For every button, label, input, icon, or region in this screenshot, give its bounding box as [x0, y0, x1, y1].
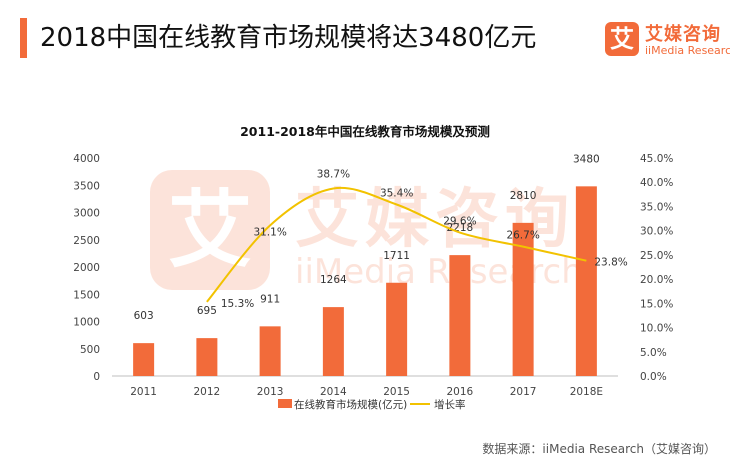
bar-2014 [322, 307, 344, 376]
bar-value-label: 3480 [573, 153, 600, 165]
x-tick-label: 2018E [570, 386, 603, 398]
legend-line-label: 增长率 [434, 398, 466, 411]
growth-rate-label: 26.7% [506, 230, 539, 242]
y-right-tick-label: 35.0% [640, 201, 673, 213]
y-left-tick-label: 500 [80, 344, 100, 356]
y-right-tick-label: 25.0% [640, 250, 673, 262]
x-tick-label: 2011 [130, 386, 157, 398]
growth-rate-label: 35.4% [380, 188, 413, 200]
growth-rate-label: 38.7% [317, 169, 350, 181]
y-right-tick-label: 20.0% [640, 274, 673, 286]
y-left-tick-label: 3000 [73, 208, 100, 220]
page-title: 2018中国在线教育市场规模将达3480亿元 [40, 23, 537, 53]
bar-2012 [196, 338, 218, 376]
x-tick-label: 2014 [320, 386, 347, 398]
brand-logo: 艾 艾媒咨询 iiMedia Research [605, 18, 730, 64]
bar-2013 [259, 326, 281, 376]
growth-rate-line [206, 186, 587, 303]
growth-rate-label: 23.8% [594, 257, 627, 269]
chart-title: 2011-2018年中国在线教育市场规模及预测 [240, 124, 490, 139]
growth-rate-label: 29.6% [443, 216, 476, 228]
y-right-tick-label: 10.0% [640, 323, 673, 335]
bar-value-label: 1711 [383, 250, 410, 262]
logo-mark-icon: 艾 [605, 22, 639, 56]
legend-bar-swatch [278, 399, 292, 408]
y-left-tick-label: 1500 [73, 289, 100, 301]
x-tick-label: 2016 [447, 386, 474, 398]
bar-value-label: 695 [197, 305, 217, 317]
bar-value-label: 1264 [320, 274, 347, 286]
x-tick-label: 2017 [510, 386, 537, 398]
y-left-tick-label: 2000 [73, 262, 100, 274]
x-tick-label: 2015 [383, 386, 410, 398]
bar-2018E [575, 186, 597, 376]
y-right-tick-label: 30.0% [640, 226, 673, 238]
x-tick-label: 2012 [194, 386, 221, 398]
y-right-tick-label: 45.0% [640, 153, 673, 165]
y-right-tick-label: 5.0% [640, 347, 667, 359]
logo-name-cn: 艾媒咨询 [645, 24, 721, 45]
y-left-tick-label: 1000 [73, 317, 100, 329]
bar-2015 [386, 282, 408, 376]
y-right-tick-label: 40.0% [640, 177, 673, 189]
bar-2017 [512, 222, 534, 376]
bar-2016 [449, 255, 471, 376]
legend-bar-label: 在线教育市场规模(亿元) [294, 398, 407, 411]
data-source-note: 数据来源：iiMedia Research（艾媒咨询） [482, 442, 716, 456]
x-tick-label: 2013 [257, 386, 284, 398]
bar-value-label: 603 [134, 310, 154, 322]
y-left-tick-label: 4000 [73, 153, 100, 165]
bar-value-label: 911 [260, 293, 280, 305]
title-accent-bar [20, 18, 27, 58]
y-right-tick-label: 0.0% [640, 371, 667, 383]
growth-rate-label: 15.3% [221, 298, 254, 310]
bar-value-label: 2810 [510, 190, 537, 202]
y-left-tick-label: 0 [93, 371, 100, 383]
logo-name-en: iiMedia Research [645, 44, 730, 57]
growth-rate-label: 31.1% [253, 226, 286, 238]
y-left-tick-label: 3500 [73, 180, 100, 192]
y-right-tick-label: 15.0% [640, 298, 673, 310]
bar-2011 [133, 343, 155, 376]
y-left-tick-label: 2500 [73, 235, 100, 247]
